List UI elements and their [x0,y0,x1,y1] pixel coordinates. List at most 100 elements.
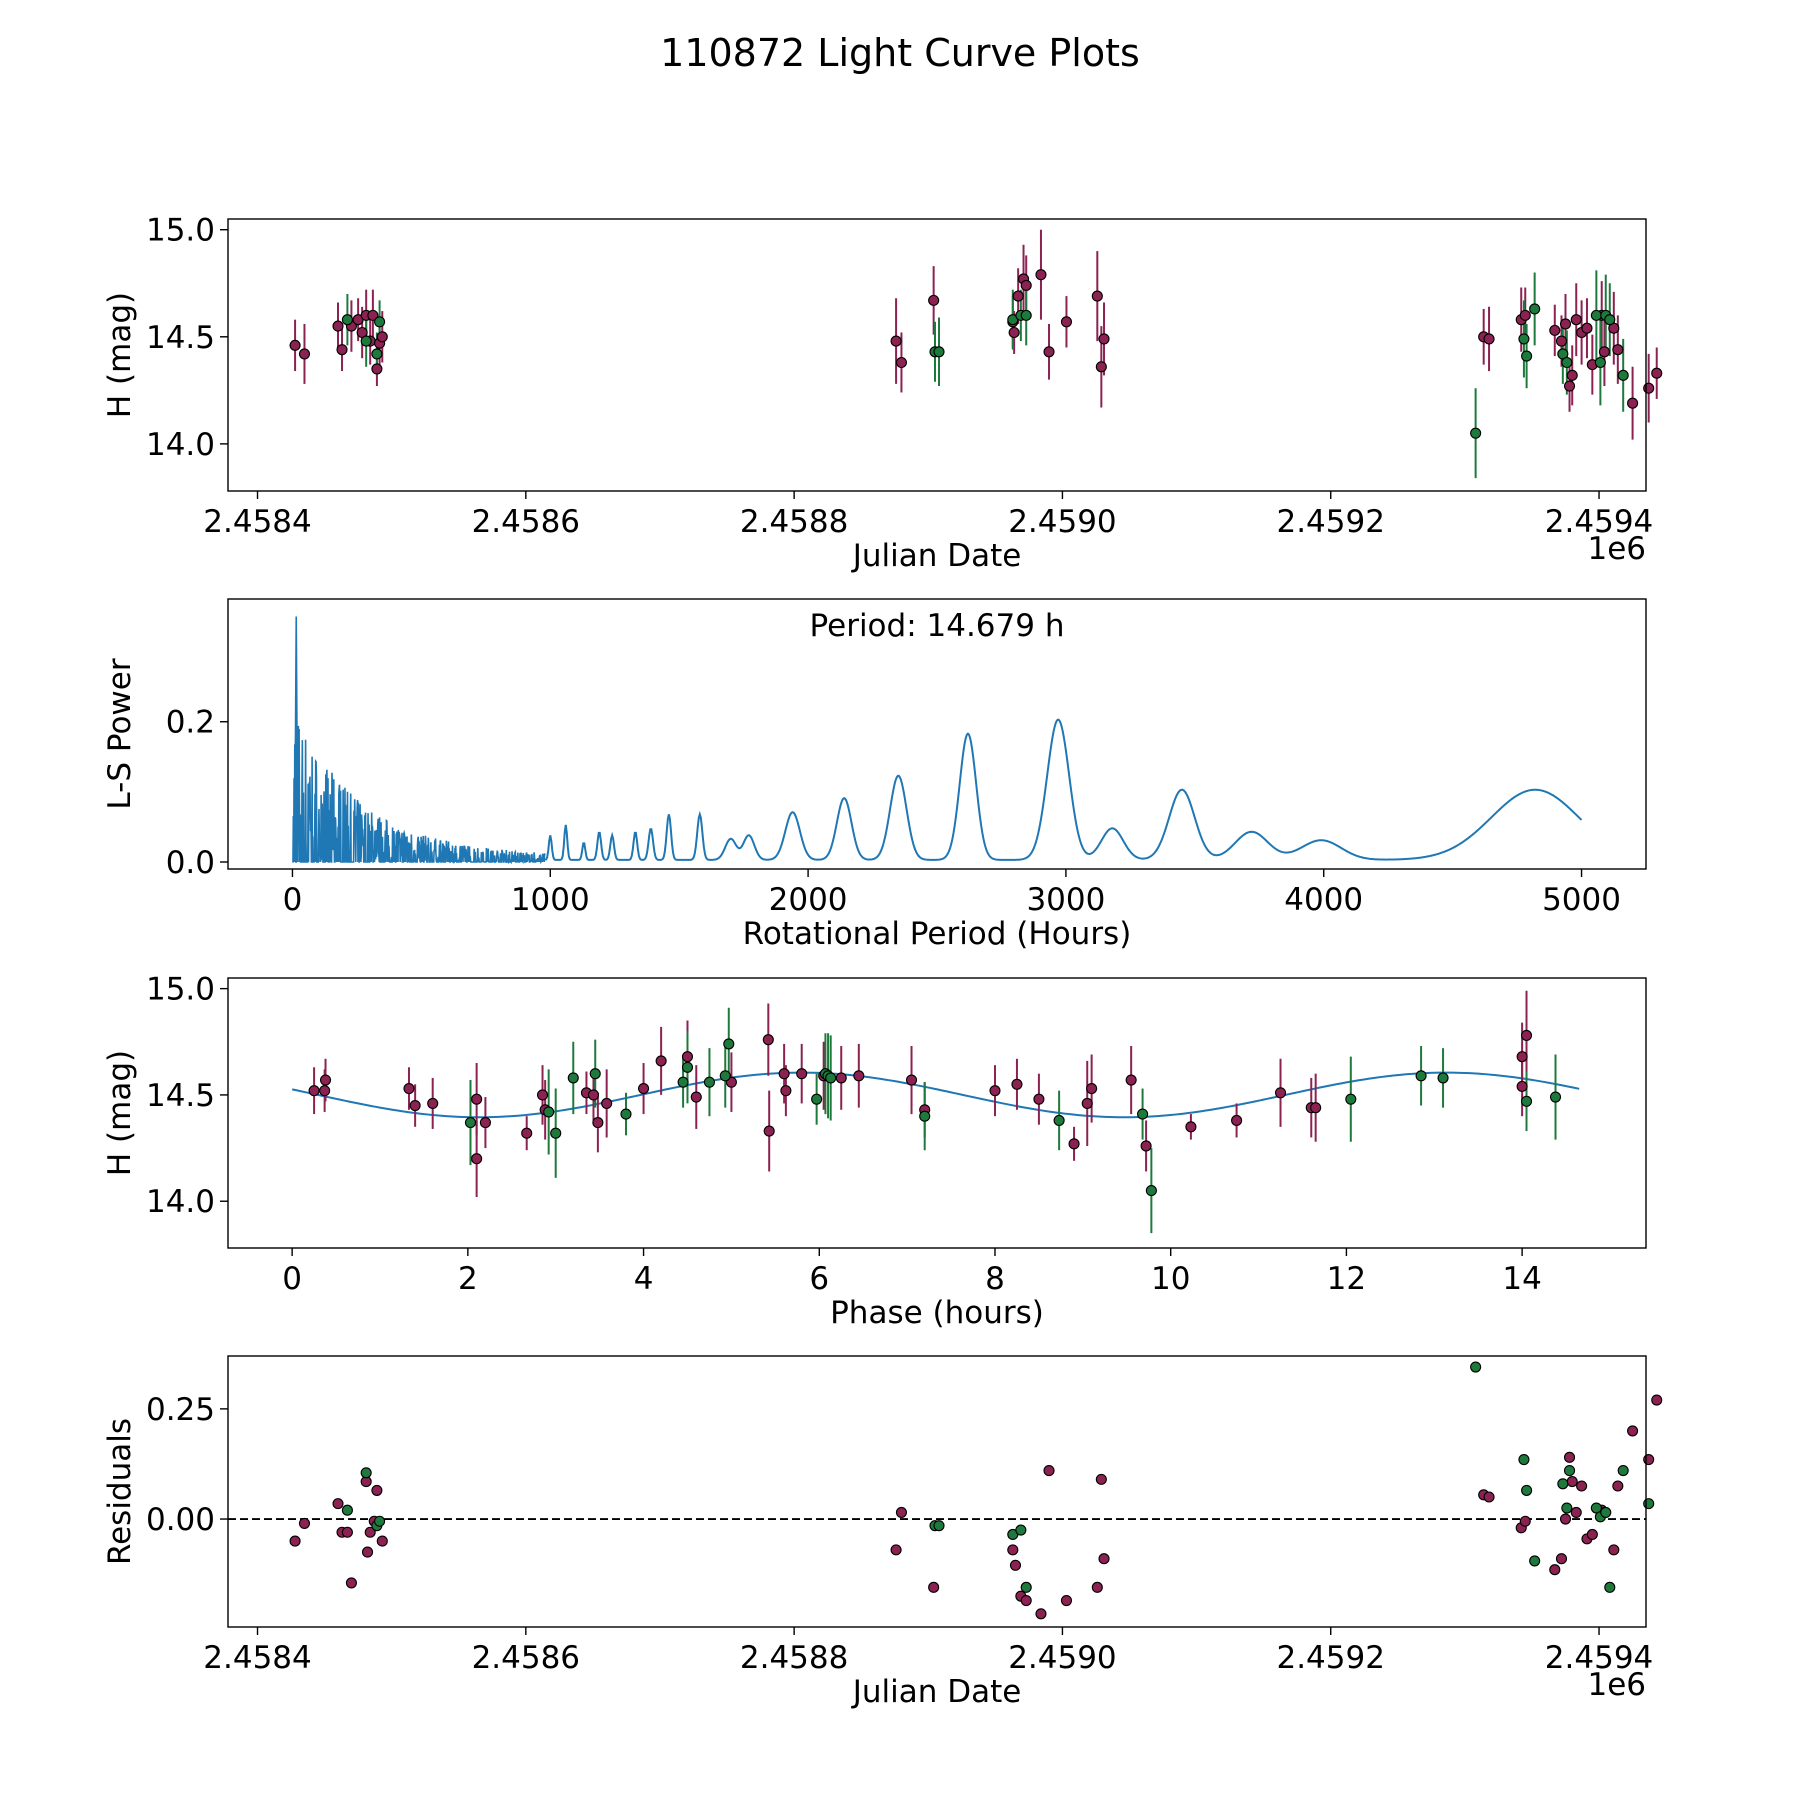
data-point-band-1 [1035,1608,1047,1620]
data-point-band-2 [550,1127,562,1139]
x-tick-label: 2.4594 [1545,1640,1653,1676]
data-point-band-1 [1559,318,1572,330]
data-point-band-1 [1643,1454,1655,1466]
panel-periodogram: Period: 14.679 h 0 1000 2000 3000 4000 5000 0.0… [102,598,1647,952]
panel-lightcurve: 2.4584 2.4586 2.4588 2.4590 2.4592 2.4594 14.0… [102,213,1663,574]
data-point-band-1 [471,1153,483,1165]
data-point-band-2 [933,1520,945,1532]
data-point-band-1 [1098,333,1110,345]
data-point-band-2 [589,1068,601,1080]
data-point-band-1 [1519,309,1531,321]
data-point-band-1 [1570,1506,1582,1518]
data-point-band-1 [376,331,388,343]
data-point-band-2 [1604,1581,1616,1593]
data-point-band-1 [895,1506,907,1518]
data-point-band-1 [592,1117,604,1129]
x-axis-label: Julian Date [851,538,1022,574]
data-point-band-1 [298,1517,311,1529]
x-tick-label: 0 [282,1261,302,1297]
data-point-band-1 [1060,316,1073,328]
panel-phased: 0 2 4 6 8 10 12 14 14.0 14.5 15.0 Phase (hours) H (m… [102,972,1647,1331]
x-axis-label: Julian Date [851,1674,1022,1710]
data-point-band-1 [1185,1121,1197,1133]
data-point-band-1 [796,1068,808,1080]
data-point-band-1 [1231,1114,1243,1126]
data-point-band-1 [681,1051,694,1063]
data-point-band-1 [1516,1051,1528,1063]
data-point-band-2 [1415,1070,1427,1082]
x-tick-label: 2.4584 [203,504,311,540]
data-point-band-1 [763,1125,775,1137]
data-point-band-2 [1470,1361,1482,1373]
data-point-band-2 [1518,1454,1530,1466]
x-tick-label: 1000 [511,882,590,918]
data-point-band-2 [1015,1524,1027,1536]
data-point-band-1 [587,1089,600,1101]
data-point-band-1 [298,348,311,360]
data-point-band-1 [364,1526,376,1538]
data-point-band-2 [1561,1502,1573,1514]
x-tick-label: 2.4588 [740,1640,848,1676]
data-point-band-2 [1549,1091,1562,1103]
data-point-band-1 [989,1085,1001,1097]
data-point-band-1 [1091,1581,1103,1593]
data-point-band-2 [919,1110,931,1122]
y-tick-label: 14.0 [146,1184,215,1220]
data-point-band-2 [1518,333,1530,345]
x-tick-label: 0 [283,882,303,918]
data-point-band-1 [1651,1394,1663,1406]
data-point-band-1 [1563,1451,1576,1463]
data-point-band-1 [905,1074,918,1086]
data-point-band-2 [567,1072,579,1084]
x-tick-label: 5000 [1542,882,1621,918]
panel-residuals: 2.4584 2.4586 2.4588 2.4590 2.4592 2.4594 0.00… [102,1355,1663,1710]
data-point-band-1 [1008,326,1020,339]
data-point-band-1 [1516,1080,1528,1092]
x-tick-label: 2.4588 [740,504,848,540]
data-point-band-1 [638,1083,650,1095]
periodogram-line [544,718,1583,861]
data-point-band-1 [536,1089,549,1101]
data-point-band-2 [811,1093,823,1105]
data-point-band-2 [1600,1506,1612,1518]
data-point-band-1 [1095,361,1107,373]
data-point-band-1 [1033,1093,1045,1105]
y-tick-label: 14.5 [146,1078,215,1114]
data-point-band-1 [601,1097,613,1109]
x-tick-label: 4 [634,1261,654,1297]
data-point-band-1 [289,1535,301,1547]
data-point-band-1 [1549,1564,1561,1576]
plot-frame [227,977,1647,1249]
data-point-band-1 [928,1581,940,1593]
data-point-band-2 [1529,1555,1541,1567]
data-point-band-2 [1020,1581,1032,1593]
y-tick-label: 0.2 [166,705,215,741]
data-point-band-2 [1557,1478,1569,1490]
data-point-band-1 [1627,1425,1639,1437]
data-point-band-2 [677,1076,689,1088]
x-offset-text: 1e6 [1587,1667,1646,1703]
x-tick-label: 3000 [1026,882,1105,918]
x-tick-label: 14 [1502,1261,1541,1297]
data-point-band-1 [1520,1029,1533,1041]
data-point-band-1 [1570,314,1582,326]
data-point-band-1 [778,1068,790,1080]
data-point-band-1 [1612,344,1624,356]
data-point-band-2 [1520,1095,1533,1107]
data-point-band-2 [374,316,386,328]
data-point-band-1 [1586,1528,1598,1541]
data-point-band-1 [1007,1544,1019,1556]
data-point-band-1 [1274,1087,1287,1099]
data-point-band-2 [1643,1498,1655,1510]
data-point-band-1 [319,1074,332,1086]
y-tick-label: 0.25 [146,1392,215,1428]
data-point-band-1 [1091,290,1103,302]
y-tick-label: 15.0 [146,972,215,1008]
data-point-band-1 [1060,1595,1073,1607]
data-point-band-2 [933,346,945,358]
data-point-band-2 [719,1070,731,1082]
data-point-band-1 [1651,367,1663,379]
data-point-band-1 [409,1100,421,1112]
data-point-band-1 [890,335,902,347]
data-point-band-1 [1043,1465,1055,1477]
